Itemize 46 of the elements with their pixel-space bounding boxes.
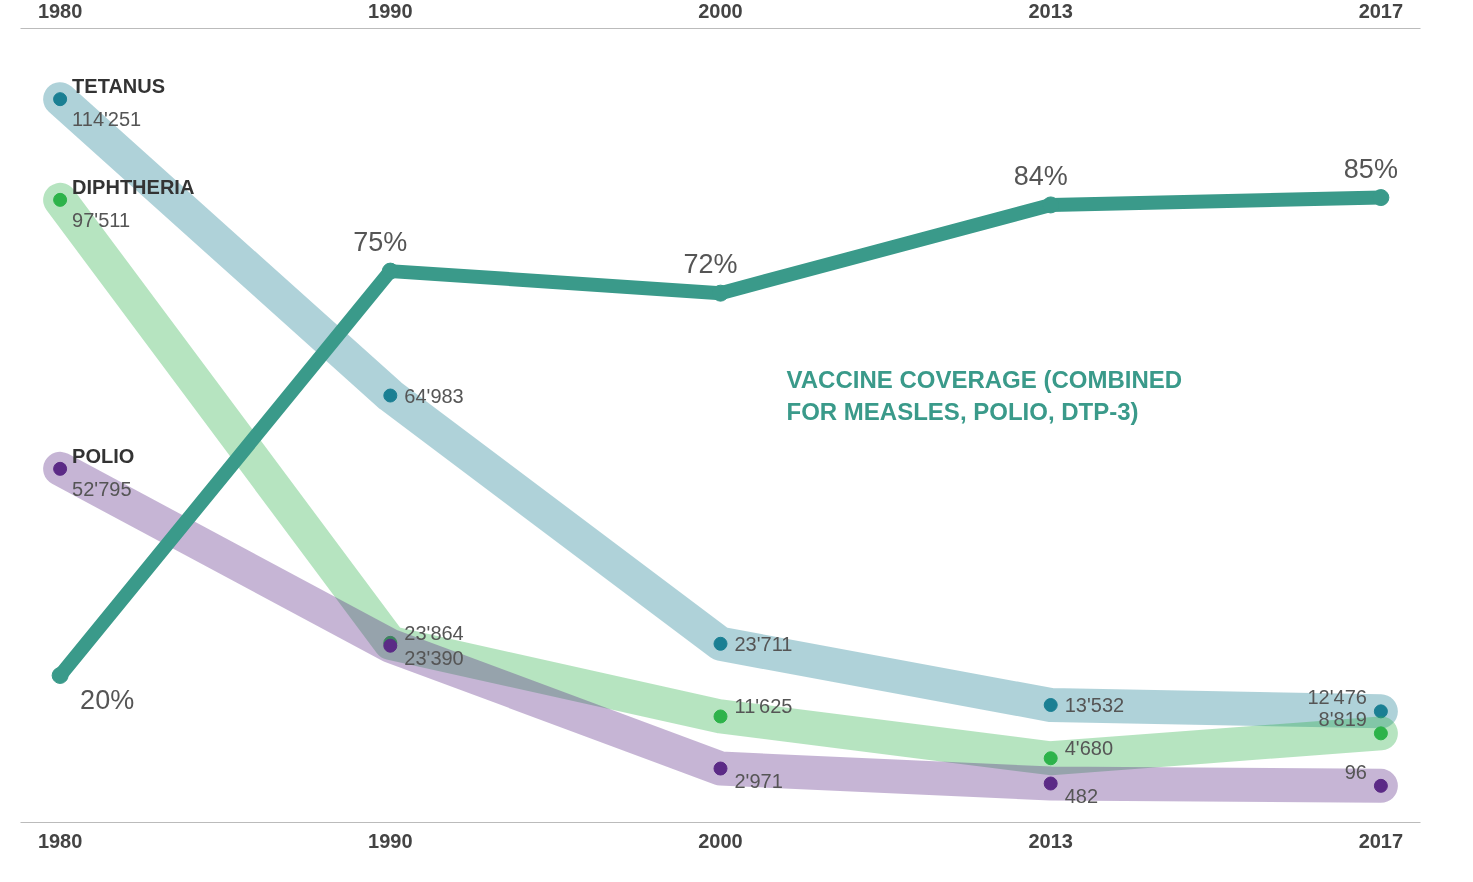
point [713, 761, 728, 776]
point [1043, 751, 1058, 766]
data-label: 64'983 [404, 384, 464, 407]
point [53, 461, 68, 476]
data-label: 23'711 [734, 632, 793, 655]
series-label: TETANUS [72, 75, 166, 98]
category-label: 2017 [1358, 829, 1404, 852]
point [1373, 726, 1388, 741]
x-tick-label: 2000 [698, 0, 743, 22]
point [1373, 704, 1388, 719]
data-label: 75% [353, 227, 408, 258]
data-label: 13'532 [1064, 694, 1125, 717]
point [713, 709, 728, 724]
category-label: 1980 [37, 829, 83, 852]
category-label: 2013 [1028, 829, 1073, 852]
data-label: 23'864 [404, 621, 464, 644]
point [1043, 698, 1058, 712]
series-label: DIPHTHERIA [72, 175, 195, 198]
x-tick-label: 1990 [368, 0, 413, 22]
data-label: 11'625 [734, 695, 793, 718]
data-label: 85% [1343, 153, 1398, 184]
point [51, 666, 69, 684]
point [53, 92, 68, 107]
data-label: 2'971 [734, 769, 783, 792]
data-label: 4'680 [1064, 737, 1113, 760]
data-label: 72% [683, 249, 738, 280]
data-label: 84% [1013, 160, 1068, 191]
category-label: 2000 [698, 829, 743, 852]
category-label: 1990 [368, 829, 413, 852]
series-label: POLIO [72, 444, 135, 467]
data-label: 8'819 [1318, 708, 1367, 731]
data-label: 52'795 [72, 477, 132, 500]
point [53, 192, 68, 207]
x-tick-label: 1980 [37, 0, 83, 22]
point [1043, 776, 1058, 791]
point [383, 388, 398, 403]
point [1373, 778, 1388, 793]
point [713, 636, 728, 651]
text: VACCINE COVERAGE (COMBINED FOR MEASLES, POLIO, DTP-3) [786, 366, 1183, 426]
data-label: 482 [1064, 784, 1099, 807]
x-tick-label: 2017 [1358, 0, 1404, 22]
x-tick-label: 2013 [1028, 0, 1073, 22]
data-label: 20% [80, 685, 135, 716]
data-label: 23'390 [404, 646, 464, 669]
data-label: 12'476 [1307, 686, 1367, 709]
data-label: 97'511 [72, 208, 131, 231]
